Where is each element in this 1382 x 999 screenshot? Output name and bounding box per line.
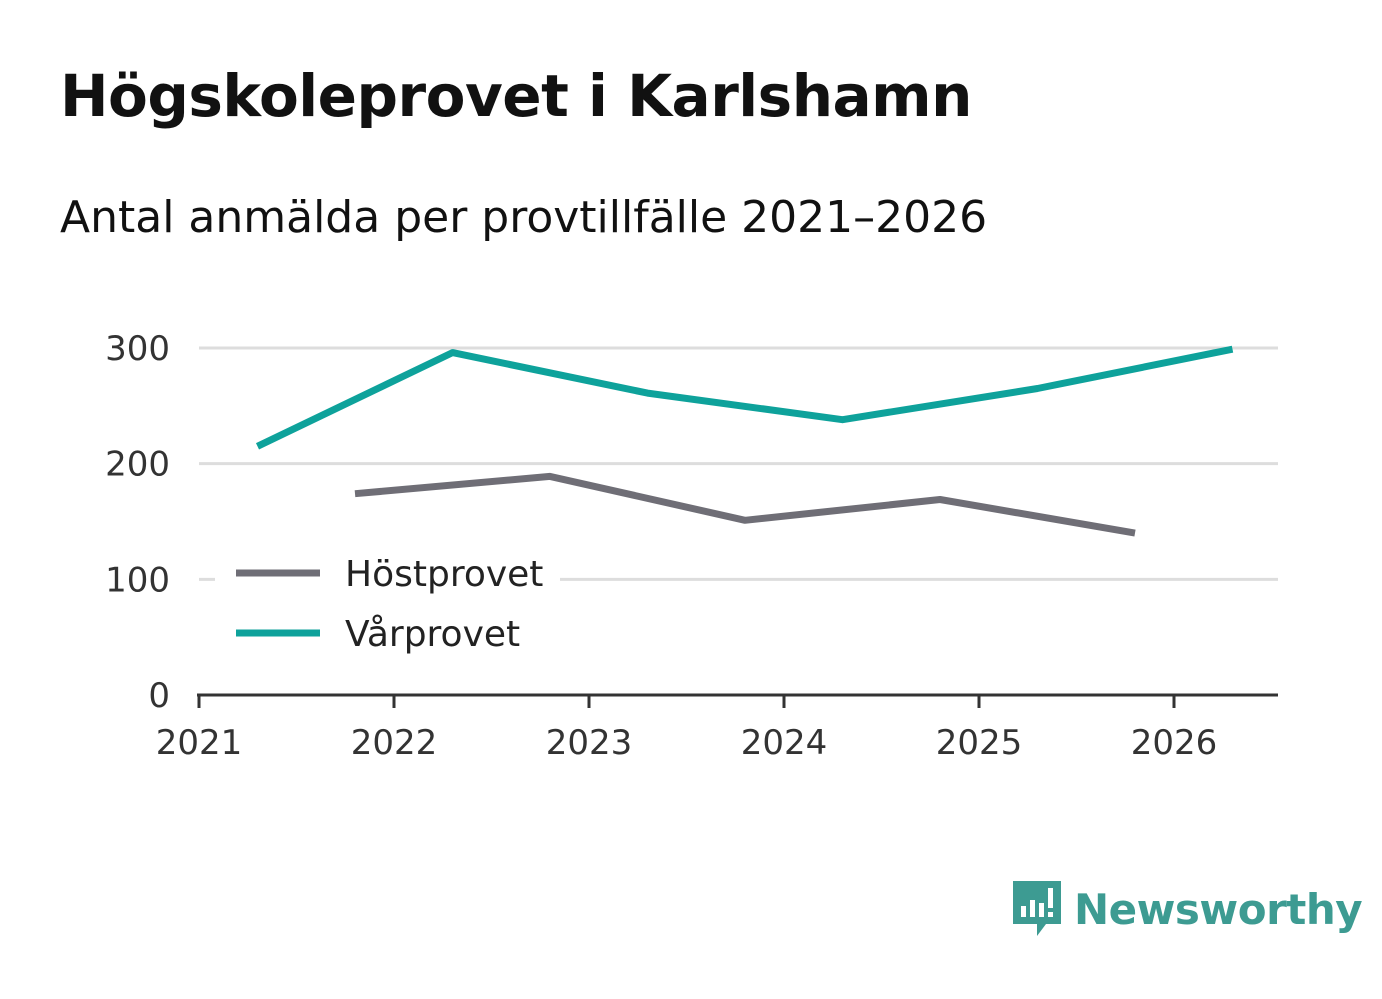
y-tick-label: 300 (105, 329, 170, 369)
legend-label: Vårprovet (345, 614, 520, 655)
x-tick-label: 2026 (1131, 723, 1218, 763)
x-tick-label: 2022 (351, 723, 438, 763)
legend-background (215, 540, 560, 670)
series-lines (255, 345, 1234, 537)
x-tick-label: 2021 (156, 723, 243, 763)
x-axis: 2021 2022 2023 2024 2025 2026 (156, 693, 1278, 763)
chart-title: Högskoleprovet i Karlshamn (60, 62, 972, 130)
x-tick-label: 2023 (546, 723, 633, 763)
newsworthy-logo-icon (1013, 881, 1061, 936)
x-tick-label: 2025 (936, 723, 1023, 763)
brand-logo: Newsworthy (1010, 878, 1363, 940)
legend-label: Höstprovet (345, 554, 543, 595)
y-tick-label: 0 (148, 676, 170, 716)
chart-subtitle: Antal anmälda per provtillfälle 2021–202… (60, 192, 988, 243)
x-tick-label: 2024 (741, 723, 828, 763)
series-line (255, 345, 1234, 450)
y-tick-label: 100 (105, 560, 170, 600)
grid-lines: 0 100 200 300 (105, 329, 1278, 716)
legend: Höstprovet Vårprovet (215, 540, 560, 670)
brand-name: Newsworthy (1074, 884, 1363, 934)
series-line (354, 472, 1136, 537)
y-tick-label: 200 (105, 445, 170, 485)
